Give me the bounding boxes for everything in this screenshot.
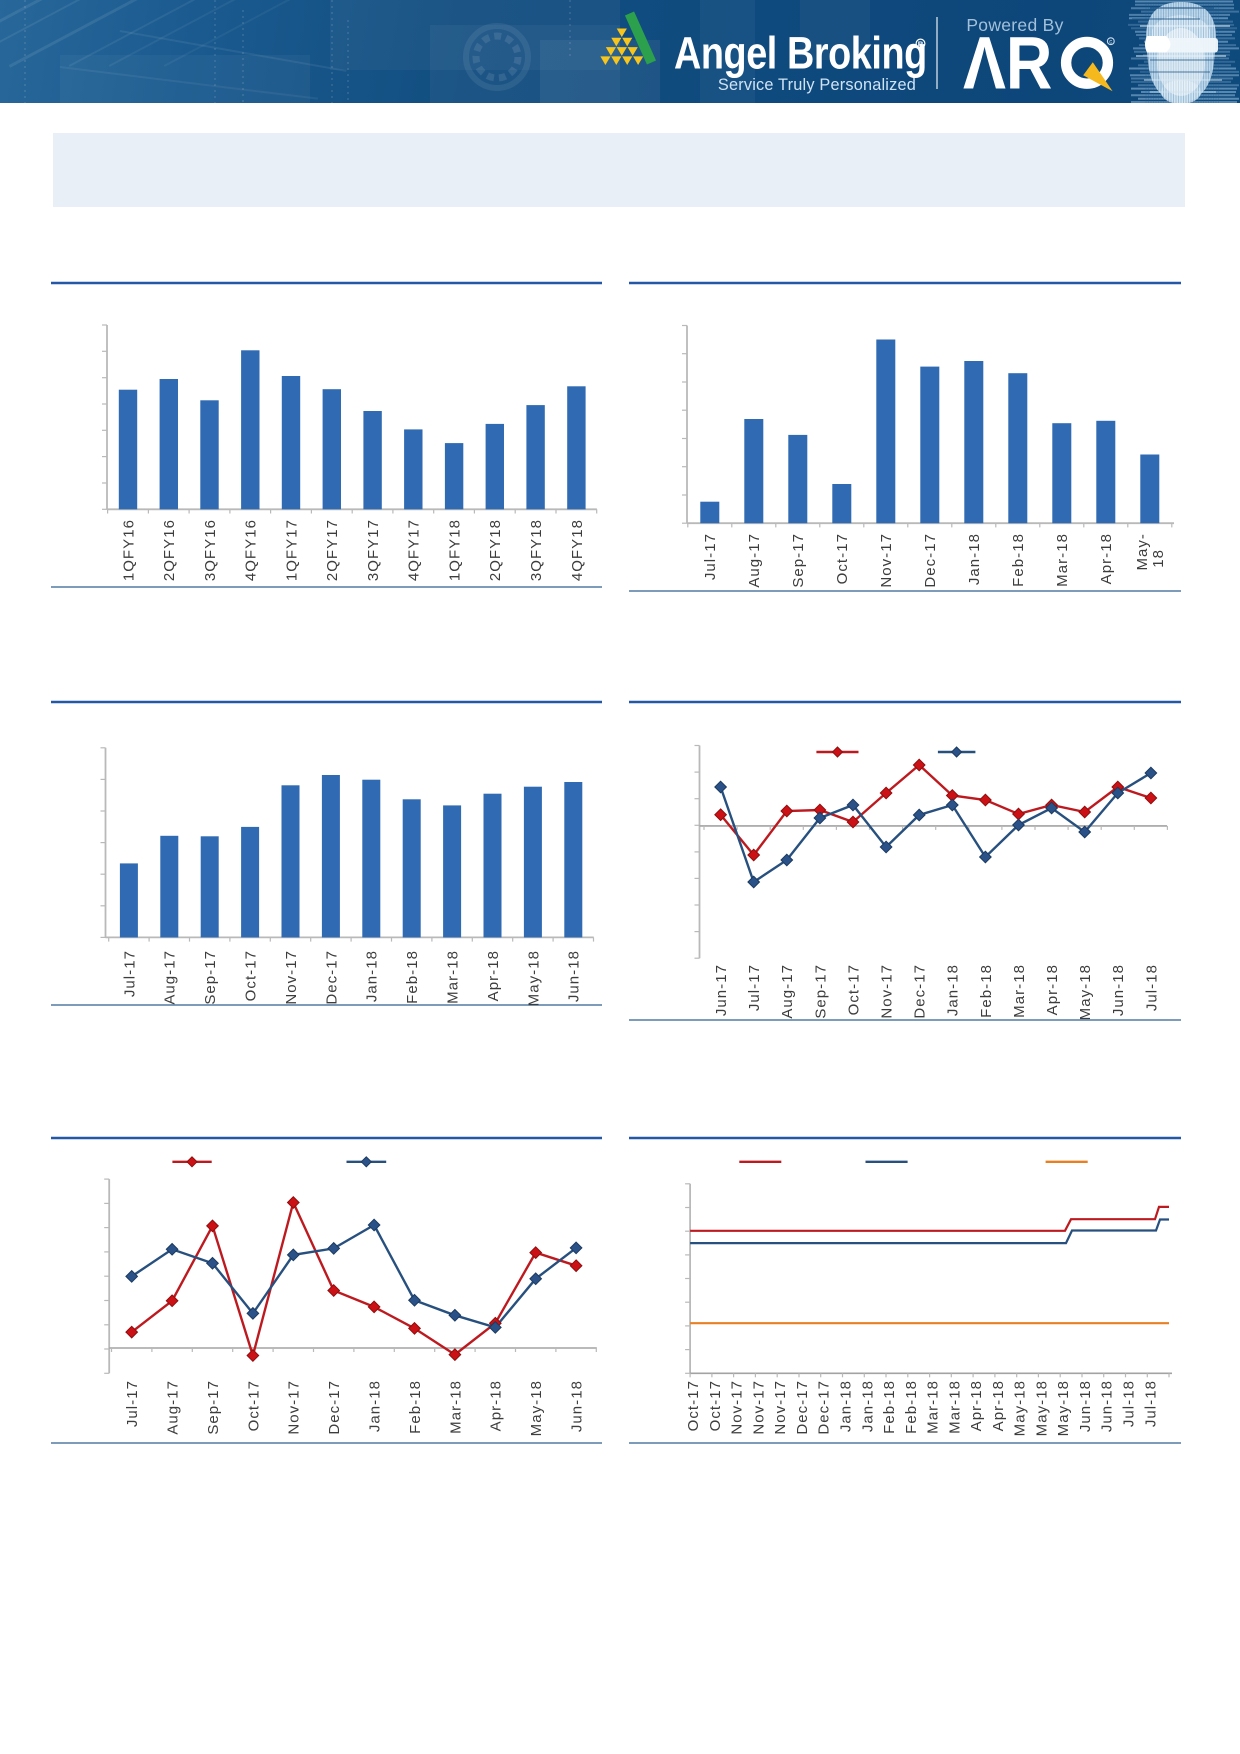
svg-text:Aug-17: Aug-17 (746, 533, 763, 588)
svg-text:Jun-18: Jun-18 (1099, 1380, 1116, 1432)
svg-text:Jun-18: Jun-18 (1110, 964, 1127, 1016)
svg-text:Mar-18: Mar-18 (1054, 533, 1071, 587)
svg-text:Dec-17: Dec-17 (794, 1380, 811, 1435)
svg-text:Sep-17: Sep-17 (205, 1380, 222, 1435)
svg-text:Feb-18: Feb-18 (903, 1380, 920, 1434)
svg-text:c: c (1109, 40, 1112, 46)
svg-text:Oct-17: Oct-17 (707, 1380, 724, 1431)
svg-text:Angel Broking: Angel Broking (674, 27, 927, 78)
svg-text:Jul-18: Jul-18 (1121, 1380, 1138, 1427)
svg-text:Oct-17: Oct-17 (685, 1380, 702, 1431)
svg-text:Apr-18: Apr-18 (488, 1380, 505, 1431)
svg-text:Jul-18: Jul-18 (1142, 1380, 1159, 1427)
svg-text:Mar-18: Mar-18 (1011, 964, 1028, 1018)
svg-text:Jul-17: Jul-17 (121, 950, 138, 997)
svg-text:Jun-18: Jun-18 (569, 1380, 586, 1432)
svg-text:Jul-17: Jul-17 (124, 1380, 141, 1427)
svg-text:1QFY17: 1QFY17 (283, 519, 300, 581)
svg-text:Jun-18: Jun-18 (566, 950, 583, 1002)
svg-text:Apr-18: Apr-18 (968, 1380, 985, 1431)
svg-text:May-18: May-18 (528, 1380, 545, 1436)
svg-text:Aug-17: Aug-17 (165, 1380, 182, 1435)
svg-text:Powered By: Powered By (966, 15, 1063, 35)
svg-text:3QFY17: 3QFY17 (365, 519, 382, 581)
svg-text:R: R (918, 39, 924, 48)
svg-text:Nov-17: Nov-17 (879, 964, 896, 1019)
svg-text:Mar-18: Mar-18 (946, 1380, 963, 1434)
svg-text:Apr-18: Apr-18 (1044, 964, 1061, 1015)
svg-text:Feb-18: Feb-18 (881, 1380, 898, 1434)
svg-text:Feb-18: Feb-18 (978, 964, 995, 1018)
svg-text:18: 18 (1150, 549, 1167, 568)
svg-text:4QFY18: 4QFY18 (569, 519, 586, 581)
svg-text:2QFY17: 2QFY17 (324, 519, 341, 581)
svg-text:4QFY16: 4QFY16 (243, 519, 260, 581)
svg-text:Jan-18: Jan-18 (838, 1380, 855, 1432)
svg-text:Nov-17: Nov-17 (729, 1380, 746, 1435)
svg-text:Jun-17: Jun-17 (713, 964, 730, 1016)
svg-text:Mar-18: Mar-18 (925, 1380, 942, 1434)
svg-text:2QFY18: 2QFY18 (487, 519, 504, 581)
svg-text:4QFY17: 4QFY17 (406, 519, 423, 581)
svg-text:May-18: May-18 (1077, 964, 1094, 1020)
svg-text:Dec-17: Dec-17 (922, 533, 939, 588)
svg-text:3QFY18: 3QFY18 (528, 519, 545, 581)
svg-text:Sep-17: Sep-17 (202, 950, 219, 1005)
svg-text:Dec-17: Dec-17 (323, 950, 340, 1005)
svg-text:Nov-17: Nov-17 (750, 1380, 767, 1435)
svg-text:Nov-17: Nov-17 (772, 1380, 789, 1435)
svg-text:Apr-18: Apr-18 (990, 1380, 1007, 1431)
svg-text:May-: May- (1134, 533, 1151, 571)
svg-text:Nov-17: Nov-17 (286, 1380, 303, 1435)
svg-text:Apr-18: Apr-18 (485, 950, 502, 1001)
svg-text:Mar-18: Mar-18 (445, 950, 462, 1004)
svg-text:Aug-17: Aug-17 (162, 950, 179, 1005)
svg-text:Sep-17: Sep-17 (812, 964, 829, 1019)
svg-text:Jul-17: Jul-17 (746, 964, 763, 1011)
svg-text:Dec-17: Dec-17 (816, 1380, 833, 1435)
svg-text:ΛR: ΛR (963, 21, 1052, 103)
svg-text:Apr-18: Apr-18 (1098, 533, 1115, 584)
svg-text:Jan-18: Jan-18 (945, 964, 962, 1016)
svg-text:Feb-18: Feb-18 (407, 1380, 424, 1434)
svg-text:Dec-17: Dec-17 (912, 964, 929, 1019)
svg-text:Oct-17: Oct-17 (834, 533, 851, 584)
svg-text:Oct-17: Oct-17 (845, 964, 862, 1015)
svg-text:Dec-17: Dec-17 (326, 1380, 343, 1435)
svg-text:May-18: May-18 (1055, 1380, 1072, 1436)
svg-text:Feb-18: Feb-18 (1010, 533, 1027, 587)
svg-text:1QFY18: 1QFY18 (447, 519, 464, 581)
svg-text:3QFY16: 3QFY16 (202, 519, 219, 581)
svg-text:Jan-18: Jan-18 (966, 533, 983, 585)
svg-text:Jul-17: Jul-17 (702, 533, 719, 580)
svg-text:1QFY16: 1QFY16 (120, 519, 137, 581)
svg-text:May-18: May-18 (1012, 1380, 1029, 1436)
svg-text:Jan-18: Jan-18 (859, 1380, 876, 1432)
svg-text:Jan-18: Jan-18 (364, 950, 381, 1002)
svg-text:Oct-17: Oct-17 (243, 950, 260, 1001)
svg-text:May-18: May-18 (1033, 1380, 1050, 1436)
svg-text:Mar-18: Mar-18 (447, 1380, 464, 1434)
svg-text:May-18: May-18 (525, 950, 542, 1006)
svg-text:Feb-18: Feb-18 (404, 950, 421, 1004)
svg-text:2QFY16: 2QFY16 (161, 519, 178, 581)
svg-text:Sep-17: Sep-17 (790, 533, 807, 588)
svg-text:Aug-17: Aug-17 (779, 964, 796, 1019)
svg-text:Nov-17: Nov-17 (283, 950, 300, 1005)
svg-text:Jan-18: Jan-18 (367, 1380, 384, 1432)
svg-text:Oct-17: Oct-17 (245, 1380, 262, 1431)
svg-text:Jul-18: Jul-18 (1143, 964, 1160, 1011)
svg-text:Jun-18: Jun-18 (1077, 1380, 1094, 1432)
svg-text:Service Truly Personalized: Service Truly Personalized (718, 75, 916, 94)
svg-text:Nov-17: Nov-17 (878, 533, 895, 588)
